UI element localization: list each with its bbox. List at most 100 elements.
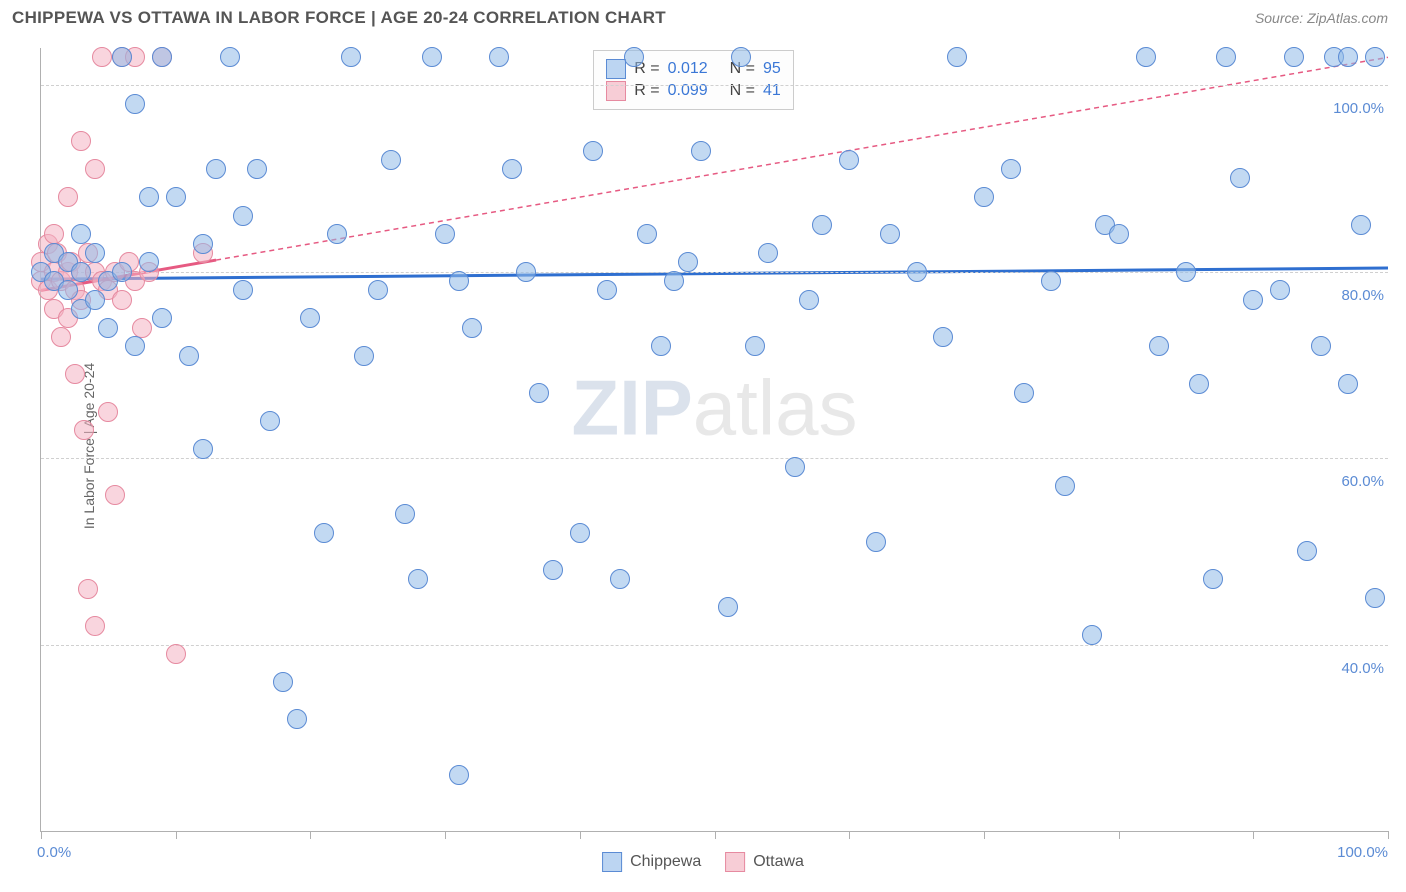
chippewa-point — [1284, 47, 1304, 67]
x-tick — [310, 831, 311, 839]
r-value: 0.012 — [668, 60, 722, 78]
y-gridline-label: 40.0% — [1337, 660, 1388, 677]
ottawa-point — [44, 224, 64, 244]
chippewa-point — [287, 709, 307, 729]
y-gridline-label: 60.0% — [1337, 473, 1388, 490]
x-axis-max-label: 100.0% — [1337, 844, 1388, 861]
chippewa-point — [785, 457, 805, 477]
chippewa-point — [85, 243, 105, 263]
chippewa-point — [314, 523, 334, 543]
ottawa-point — [58, 187, 78, 207]
chippewa-point — [206, 159, 226, 179]
x-tick — [715, 831, 716, 839]
chippewa-point — [179, 346, 199, 366]
ottawa-point — [132, 318, 152, 338]
chippewa-point — [1270, 280, 1290, 300]
chippewa-point — [166, 187, 186, 207]
chippewa-point — [98, 318, 118, 338]
chippewa-point — [1176, 262, 1196, 282]
x-tick — [176, 831, 177, 839]
chippewa-point — [193, 234, 213, 254]
x-tick — [41, 831, 42, 839]
chippewa-point — [880, 224, 900, 244]
series-swatch — [606, 59, 626, 79]
y-gridline-label: 80.0% — [1337, 287, 1388, 304]
chippewa-point — [1338, 47, 1358, 67]
chippewa-point — [866, 532, 886, 552]
chippewa-point — [435, 224, 455, 244]
chippewa-point — [152, 47, 172, 67]
chippewa-point — [745, 336, 765, 356]
chippewa-point — [260, 411, 280, 431]
chippewa-point — [758, 243, 778, 263]
legend-label: Ottawa — [753, 853, 804, 871]
chippewa-point — [799, 290, 819, 310]
chippewa-point — [1297, 541, 1317, 561]
chippewa-point — [678, 252, 698, 272]
scatter-plot-area: ZIPatlas R =0.012N =95R =0.099N =41 0.0%… — [40, 48, 1388, 832]
chippewa-point — [610, 569, 630, 589]
chippewa-point — [947, 47, 967, 67]
ottawa-point — [85, 616, 105, 636]
chippewa-point — [1311, 336, 1331, 356]
chippewa-point — [1041, 271, 1061, 291]
chippewa-point — [327, 224, 347, 244]
chippewa-point — [1230, 168, 1250, 188]
chippewa-point — [449, 765, 469, 785]
chippewa-point — [381, 150, 401, 170]
chippewa-point — [664, 271, 684, 291]
chippewa-point — [71, 262, 91, 282]
trend-lines — [41, 48, 1388, 831]
correlation-row: R =0.099N =41 — [606, 81, 780, 101]
chippewa-point — [516, 262, 536, 282]
ottawa-point — [51, 327, 71, 347]
chart-title: CHIPPEWA VS OTTAWA IN LABOR FORCE | AGE … — [12, 8, 666, 28]
chippewa-point — [974, 187, 994, 207]
chippewa-point — [1203, 569, 1223, 589]
series-legend: Chippewa Ottawa — [602, 852, 804, 872]
chippewa-point — [422, 47, 442, 67]
ottawa-point — [98, 402, 118, 422]
chippewa-point — [408, 569, 428, 589]
legend-item: Chippewa — [602, 852, 701, 872]
chippewa-point — [1365, 47, 1385, 67]
chippewa-point — [731, 47, 751, 67]
chippewa-point — [597, 280, 617, 300]
ottawa-point — [105, 485, 125, 505]
chippewa-point — [1055, 476, 1075, 496]
legend-item: Ottawa — [725, 852, 804, 872]
n-value: 95 — [763, 60, 781, 78]
chippewa-point — [1014, 383, 1034, 403]
chippewa-point — [1109, 224, 1129, 244]
x-tick — [1253, 831, 1254, 839]
chippewa-point — [112, 47, 132, 67]
ottawa-point — [92, 47, 112, 67]
chippewa-point — [1189, 374, 1209, 394]
chippewa-point — [300, 308, 320, 328]
ottawa-point — [166, 644, 186, 664]
x-axis-min-label: 0.0% — [37, 844, 71, 861]
ottawa-point — [78, 579, 98, 599]
chippewa-point — [233, 280, 253, 300]
chippewa-point — [583, 141, 603, 161]
chippewa-point — [354, 346, 374, 366]
chippewa-point — [139, 252, 159, 272]
chippewa-point — [233, 206, 253, 226]
chippewa-point — [718, 597, 738, 617]
gridline: 60.0% — [41, 458, 1388, 459]
legend-swatch — [602, 852, 622, 872]
chippewa-point — [139, 187, 159, 207]
chippewa-point — [112, 262, 132, 282]
chippewa-point — [85, 290, 105, 310]
x-tick — [984, 831, 985, 839]
chippewa-point — [933, 327, 953, 347]
chippewa-point — [125, 336, 145, 356]
chippewa-point — [624, 47, 644, 67]
x-tick — [849, 831, 850, 839]
chippewa-point — [125, 94, 145, 114]
chippewa-point — [1243, 290, 1263, 310]
chippewa-point — [839, 150, 859, 170]
chippewa-point — [449, 271, 469, 291]
chippewa-point — [651, 336, 671, 356]
chippewa-point — [1216, 47, 1236, 67]
